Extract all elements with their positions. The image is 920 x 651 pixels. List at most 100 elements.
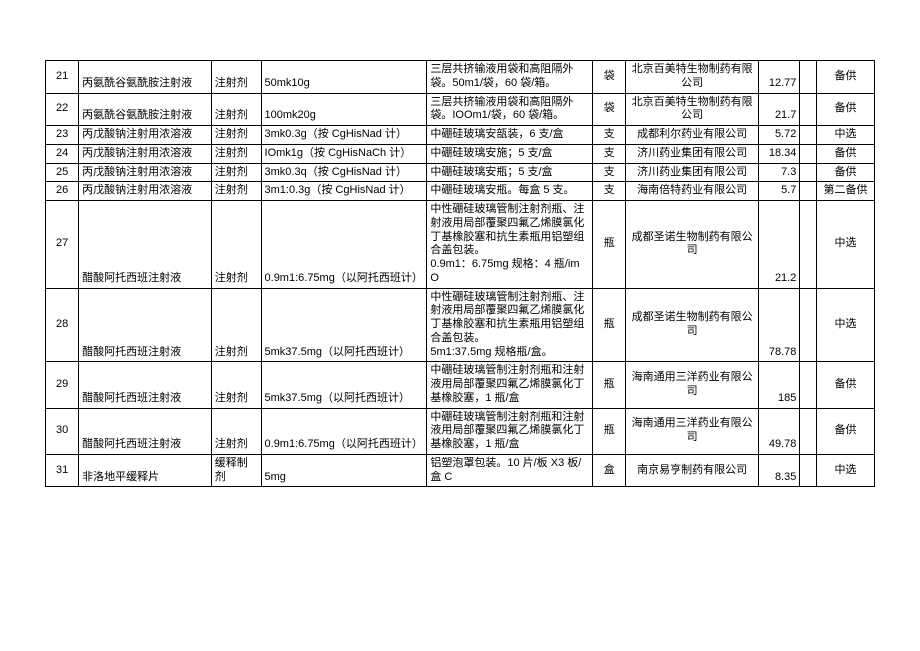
cell-unit: 袋 [593, 93, 626, 126]
cell-unit: 袋 [593, 61, 626, 94]
cell-status: 备供 [816, 61, 874, 94]
cell-spec: 50mk10g [261, 61, 427, 94]
drug-table: 21丙氨酰谷氨酰胺注射液注射剂50mk10g三层共挤输液用袋和高阻隔外袋。50m… [45, 60, 875, 487]
cell-pack: 中硼硅玻璃管制注射剂瓶和注射液用局部覆聚四氟乙烯膜氯化丁基橡胶塞，1 瓶/盒 [427, 362, 593, 408]
cell-blank [800, 93, 817, 126]
cell-status: 备供 [816, 408, 874, 454]
cell-spec: 3m1:0.3g（按 CgHisNad 计） [261, 182, 427, 201]
cell-status: 中选 [816, 288, 874, 362]
cell-price: 21.2 [758, 201, 799, 289]
cell-unit: 瓶 [593, 408, 626, 454]
cell-status: 中选 [816, 126, 874, 145]
cell-unit: 瓶 [593, 201, 626, 289]
table-row: 28醋酸阿托西班注射液注射剂5mk37.5mg（以阿托西班计）中性硼硅玻璃管制注… [46, 288, 875, 362]
cell-price: 5.72 [758, 126, 799, 145]
cell-status: 备供 [816, 163, 874, 182]
cell-price: 49.78 [758, 408, 799, 454]
cell-price: 78.78 [758, 288, 799, 362]
cell-name: 醋酸阿托西班注射液 [79, 201, 212, 289]
cell-maker: 济川药业集团有限公司 [626, 163, 759, 182]
cell-pack: 铝塑泡罩包装。10 片/板 X3 板/盒 C [427, 454, 593, 487]
cell-spec: 5mg [261, 454, 427, 487]
cell-blank [800, 126, 817, 145]
cell-form: 注射剂 [211, 182, 261, 201]
cell-pack: 中硼硅玻璃安瓶；5 支/盒 [427, 163, 593, 182]
cell-form: 缓释制剂 [211, 454, 261, 487]
table-row: 29醋酸阿托西班注射液注射剂5mk37.5mg（以阿托西班计）中硼硅玻璃管制注射… [46, 362, 875, 408]
cell-price: 8.35 [758, 454, 799, 487]
cell-status: 第二备供 [816, 182, 874, 201]
cell-pack: 中硼硅玻璃安瓿装，6 支/盒 [427, 126, 593, 145]
cell-blank [800, 201, 817, 289]
cell-index: 26 [46, 182, 79, 201]
cell-form: 注射剂 [211, 288, 261, 362]
cell-blank [800, 163, 817, 182]
table-row: 27醋酸阿托西班注射液注射剂0.9m1:6.75mg（以阿托西班计）中性硼硅玻璃… [46, 201, 875, 289]
cell-name: 丙戊酸钠注射用浓溶液 [79, 163, 212, 182]
table-row: 25丙戊酸钠注射用浓溶液注射剂3mk0.3q（按 CgHisNad 计）中硼硅玻… [46, 163, 875, 182]
cell-unit: 瓶 [593, 288, 626, 362]
cell-maker: 成都圣诺生物制药有限公司 [626, 288, 759, 362]
cell-price: 12.77 [758, 61, 799, 94]
cell-blank [800, 362, 817, 408]
cell-price: 185 [758, 362, 799, 408]
cell-name: 非洛地平缓释片 [79, 454, 212, 487]
cell-spec: 3mk0.3g（按 CgHisNad 计） [261, 126, 427, 145]
cell-spec: IOmk1g（按 CgHisNaCh 计） [261, 144, 427, 163]
cell-blank [800, 182, 817, 201]
cell-name: 醋酸阿托西班注射液 [79, 288, 212, 362]
cell-index: 27 [46, 201, 79, 289]
cell-name: 丙氨酰谷氨酰胺注射液 [79, 61, 212, 94]
cell-form: 注射剂 [211, 93, 261, 126]
cell-spec: 5mk37.5mg（以阿托西班计） [261, 362, 427, 408]
cell-unit: 支 [593, 144, 626, 163]
cell-status: 中选 [816, 201, 874, 289]
cell-pack: 中硼硅玻璃安瓶。每盒 5 支。 [427, 182, 593, 201]
cell-form: 注射剂 [211, 362, 261, 408]
cell-form: 注射剂 [211, 163, 261, 182]
cell-unit: 瓶 [593, 362, 626, 408]
table-row: 22丙氨酰谷氨酰胺注射液注射剂100mk20g三层共挤输液用袋和高阻隔外袋。IO… [46, 93, 875, 126]
cell-index: 25 [46, 163, 79, 182]
cell-maker: 成都圣诺生物制药有限公司 [626, 201, 759, 289]
cell-pack: 三层共挤输液用袋和高阻隔外袋。50m1/袋，60 袋/箱。 [427, 61, 593, 94]
cell-maker: 海南通用三洋药业有限公司 [626, 362, 759, 408]
cell-spec: 0.9m1:6.75mg（以阿托西班计） [261, 201, 427, 289]
cell-name: 醋酸阿托西班注射液 [79, 362, 212, 408]
cell-status: 中选 [816, 454, 874, 487]
cell-spec: 100mk20g [261, 93, 427, 126]
cell-unit: 支 [593, 163, 626, 182]
cell-price: 21.7 [758, 93, 799, 126]
cell-unit: 盒 [593, 454, 626, 487]
cell-blank [800, 454, 817, 487]
cell-pack: 中硼硅玻璃管制注射剂瓶和注射液用局部覆聚四氟乙烯膜氯化丁基橡胶塞，1 瓶/盒 [427, 408, 593, 454]
cell-unit: 支 [593, 182, 626, 201]
cell-spec: 5mk37.5mg（以阿托西班计） [261, 288, 427, 362]
cell-form: 注射剂 [211, 61, 261, 94]
cell-form: 注射剂 [211, 144, 261, 163]
cell-name: 丙氨酰谷氨酰胺注射液 [79, 93, 212, 126]
cell-unit: 支 [593, 126, 626, 145]
cell-pack: 中硼硅玻璃安施；5 支/盒 [427, 144, 593, 163]
cell-index: 28 [46, 288, 79, 362]
cell-name: 丙戊酸钠注射用浓溶液 [79, 144, 212, 163]
cell-status: 备供 [816, 144, 874, 163]
cell-maker: 成都利尔药业有限公司 [626, 126, 759, 145]
cell-maker: 海南通用三洋药业有限公司 [626, 408, 759, 454]
table-row: 21丙氨酰谷氨酰胺注射液注射剂50mk10g三层共挤输液用袋和高阻隔外袋。50m… [46, 61, 875, 94]
cell-pack: 中性硼硅玻璃管制注射剂瓶、注射液用局部覆聚四氟乙烯膜氯化丁基橡胶塞和抗生素瓶用铝… [427, 201, 593, 289]
cell-price: 18.34 [758, 144, 799, 163]
cell-blank [800, 61, 817, 94]
cell-maker: 北京百美特生物制药有限公司 [626, 61, 759, 94]
cell-pack: 中性硼硅玻璃管制注射剂瓶、注射液用局部覆聚四氟乙烯膜氯化丁基橡胶塞和抗生素瓶用铝… [427, 288, 593, 362]
cell-blank [800, 144, 817, 163]
table-row: 24丙戊酸钠注射用浓溶液注射剂IOmk1g（按 CgHisNaCh 计）中硼硅玻… [46, 144, 875, 163]
cell-maker: 海南倍特药业有限公司 [626, 182, 759, 201]
cell-index: 31 [46, 454, 79, 487]
cell-spec: 3mk0.3q（按 CgHisNad 计） [261, 163, 427, 182]
cell-maker: 南京易亨制药有限公司 [626, 454, 759, 487]
table-row: 31非洛地平缓释片缓释制剂5mg铝塑泡罩包装。10 片/板 X3 板/盒 C盒南… [46, 454, 875, 487]
cell-blank [800, 288, 817, 362]
cell-index: 30 [46, 408, 79, 454]
table-row: 23丙戊酸钠注射用浓溶液注射剂3mk0.3g（按 CgHisNad 计）中硼硅玻… [46, 126, 875, 145]
